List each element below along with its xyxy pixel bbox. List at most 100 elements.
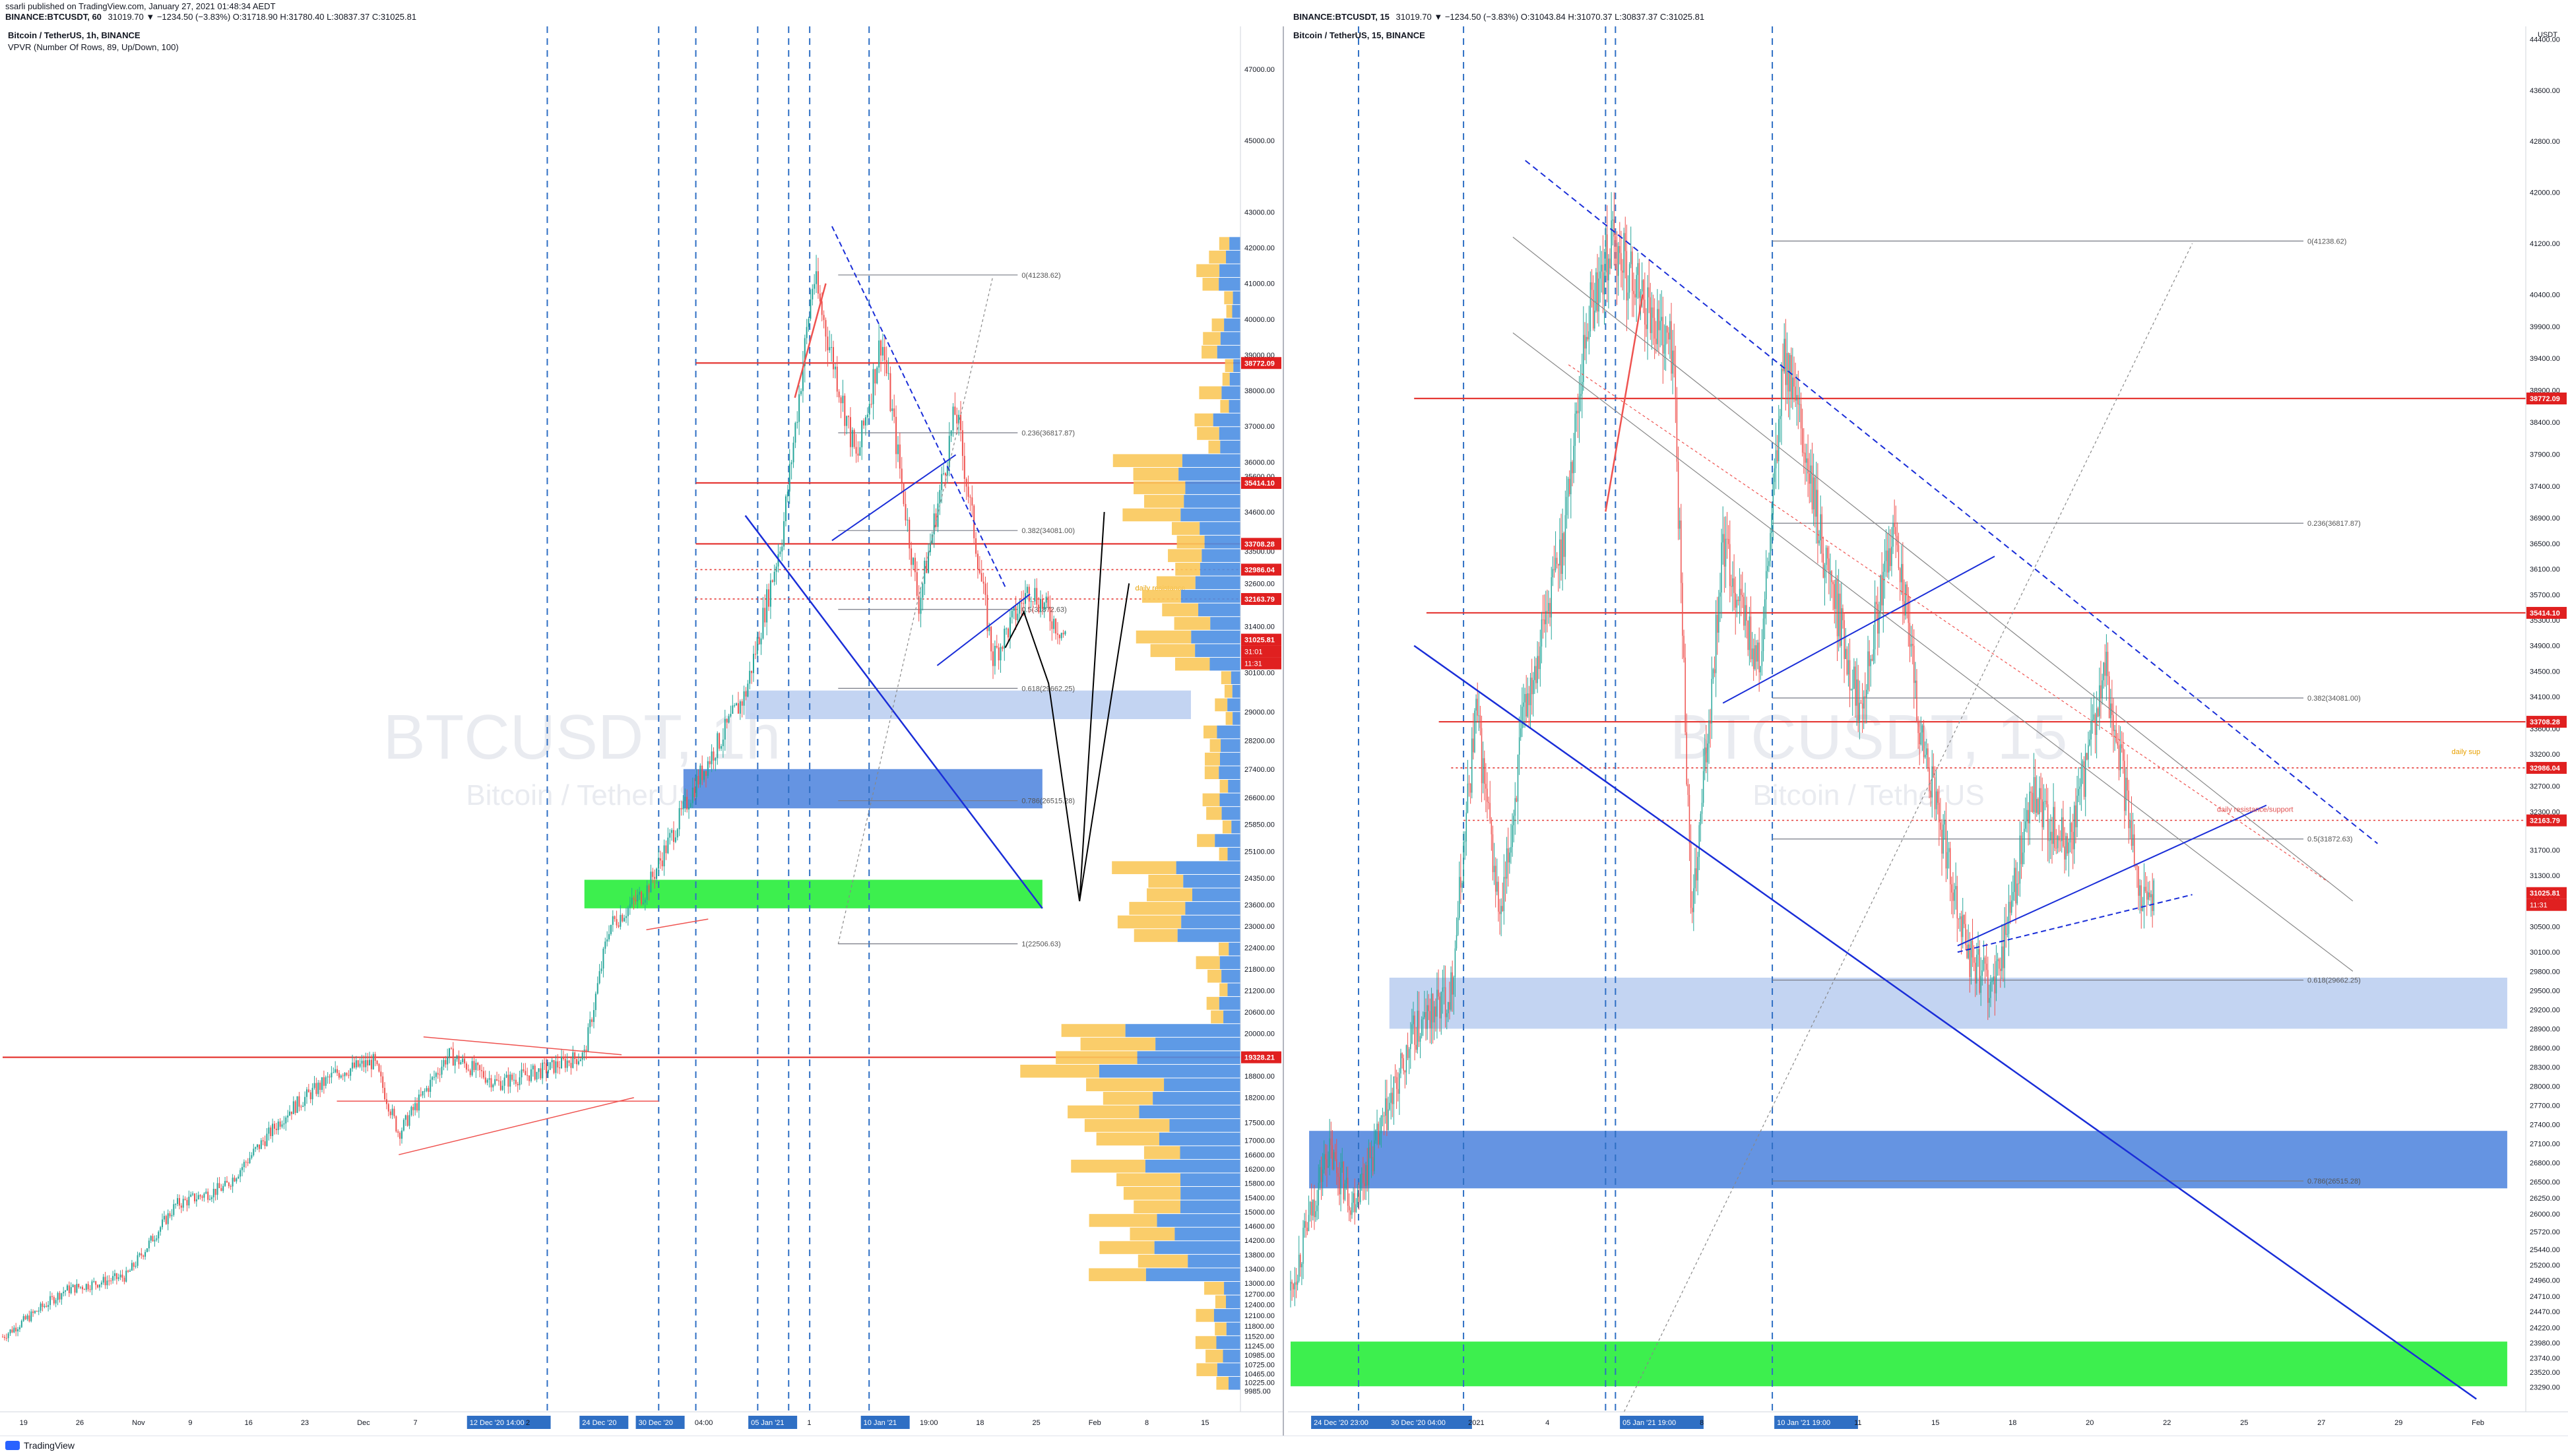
candle-body: [984, 583, 986, 595]
volume-profile-row-down: [1123, 1187, 1181, 1200]
candle-body: [788, 464, 790, 492]
candle-body: [2010, 900, 2012, 913]
candle-body: [333, 1072, 335, 1073]
candle-body: [901, 468, 903, 483]
candle-body: [511, 1074, 513, 1080]
candle-body: [57, 1292, 59, 1300]
candle-body: [117, 1277, 119, 1279]
projection-path-2: [1079, 583, 1130, 902]
candle-body: [1758, 643, 1760, 673]
candle-body: [1719, 592, 1721, 597]
candle-body: [2092, 720, 2094, 721]
volume-profile-row-up: [1180, 1146, 1240, 1159]
candle-body: [547, 1069, 549, 1073]
candle-body: [36, 1311, 38, 1312]
candle-body: [715, 757, 717, 761]
candle-body: [629, 904, 631, 908]
candle-body: [1870, 658, 1871, 666]
candle-body: [1428, 1005, 1429, 1011]
candle-body: [66, 1285, 68, 1291]
candle-body: [661, 860, 663, 867]
candle-body: [1535, 666, 1537, 683]
candle-body: [885, 360, 887, 374]
candle-body: [2050, 831, 2051, 840]
candle-body: [758, 637, 760, 645]
left-chart-pane[interactable]: Bitcoin / TetherUS, 1h, BINANCE VPVR (Nu…: [0, 26, 1284, 1436]
candle-body: [745, 691, 747, 697]
candle-body: [709, 761, 711, 765]
candle-body: [911, 548, 913, 565]
time-tick-label: 15: [1201, 1419, 1209, 1427]
candle-body: [7, 1333, 9, 1339]
candle-body: [1312, 1199, 1314, 1216]
candle-body: [113, 1273, 115, 1277]
volume-profile-row-down: [1219, 847, 1228, 861]
candle-body: [1628, 264, 1630, 293]
price-tag-bg: [2526, 761, 2567, 774]
candle-body: [346, 1073, 348, 1075]
candle-body: [1888, 548, 1890, 573]
candle-body: [1496, 881, 1498, 892]
volume-profile-row-up: [1139, 1105, 1240, 1119]
candle-body: [1060, 633, 1062, 639]
price-tick-label: 13000.00: [1244, 1280, 1275, 1288]
price-tick-label: 25850.00: [1244, 821, 1275, 829]
candle-body: [1011, 610, 1013, 617]
volume-profile-row-up: [1220, 440, 1240, 454]
candle-body: [1983, 957, 1985, 970]
candle-body: [1336, 1159, 1337, 1174]
candle-body: [1778, 419, 1780, 462]
candle-body: [2036, 799, 2038, 813]
candle-body: [1747, 620, 1749, 650]
candle-body: [1414, 1015, 1415, 1045]
candle-body: [1690, 843, 1692, 908]
candle-body: [374, 1054, 376, 1061]
candle-body: [671, 830, 673, 833]
candle-body: [612, 916, 614, 925]
price-tick-label: 28600.00: [2530, 1044, 2560, 1052]
candle-body: [156, 1238, 158, 1240]
candle-body: [1471, 738, 1473, 793]
right-chart-pane[interactable]: Bitcoin / TetherUS, 15, BINANCE BTCUSDT,…: [1288, 26, 2568, 1436]
volume-profile-row-up: [1210, 617, 1240, 630]
candle-body: [887, 373, 889, 374]
candle-body: [91, 1281, 93, 1290]
candle-body: [631, 897, 633, 904]
candle-body: [705, 771, 707, 776]
candle-body: [1320, 1167, 1322, 1182]
candle-body: [2059, 840, 2061, 842]
candle-body: [1935, 791, 1937, 809]
tradingview-logo[interactable]: TradingView: [5, 1440, 75, 1451]
candle-body: [713, 751, 715, 761]
candle-body: [257, 1144, 259, 1147]
candle-body: [971, 497, 973, 506]
time-tick-label: 8: [1700, 1419, 1704, 1427]
price-tag-label: 32986.04: [2530, 765, 2561, 773]
candle-body: [277, 1121, 279, 1130]
candle-body: [1518, 737, 1520, 755]
candle-body: [1038, 604, 1040, 612]
candle-body: [1599, 271, 1601, 279]
candle-body: [2075, 805, 2076, 827]
candle-body: [74, 1284, 76, 1293]
candle-body: [236, 1178, 238, 1182]
candle-body: [361, 1060, 363, 1064]
time-tick-label: 2021: [1468, 1419, 1484, 1427]
candle-body: [1659, 321, 1661, 331]
left-indicator-line[interactable]: VPVR (Number Of Rows, 89, Up/Down, 100): [8, 42, 179, 52]
candle-body: [404, 1115, 406, 1120]
candle-body: [851, 429, 853, 447]
time-tick-label: Nov: [132, 1419, 145, 1427]
volume-profile-row-up: [1229, 373, 1240, 386]
candle-body: [1475, 699, 1477, 711]
volume-profile-row-up: [1181, 915, 1240, 929]
candle-body: [432, 1077, 433, 1080]
price-tick-label: 36900.00: [2530, 515, 2560, 522]
candle-body: [840, 397, 842, 404]
volume-profile-row-up: [1223, 1010, 1240, 1024]
candle-body: [2139, 885, 2140, 896]
fib-level-label: 0.618(29662.25): [2307, 977, 2361, 985]
candle-body: [796, 422, 798, 424]
candle-body: [294, 1101, 296, 1113]
candle-body: [574, 1052, 576, 1060]
